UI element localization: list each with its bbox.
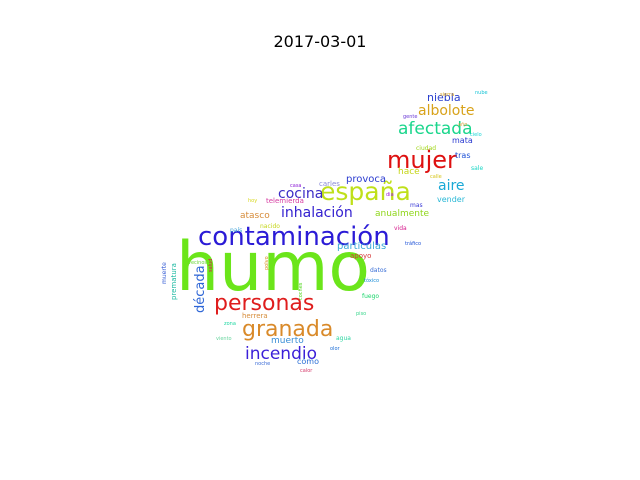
word-54: tráfico — [405, 240, 421, 247]
word-25: apoyo — [350, 252, 371, 260]
word-31: herrera — [242, 312, 268, 320]
word-34: mas — [410, 202, 423, 209]
word-26: datos — [370, 267, 387, 274]
word-7: afectada — [398, 119, 473, 139]
word-20: tras — [455, 151, 471, 160]
word-1: humo — [176, 228, 370, 307]
word-49: vecinos — [188, 260, 207, 266]
word-59: olor — [330, 346, 341, 352]
word-27: prematura — [170, 263, 178, 300]
word-19: hace — [398, 167, 420, 177]
word-2: contaminación — [198, 222, 390, 252]
word-37: país — [230, 227, 242, 234]
word-55: sierra — [440, 92, 454, 98]
word-21: vender — [437, 195, 466, 204]
word-32: nacido — [260, 223, 280, 230]
word-46: zona — [224, 321, 236, 327]
word-44: nube — [475, 90, 488, 96]
word-17: anualmente — [375, 209, 429, 219]
word-28: muerte — [161, 262, 168, 284]
word-13: década — [193, 265, 208, 313]
word-35: sale — [471, 165, 483, 172]
word-52: salud — [208, 259, 214, 272]
word-8: incendio — [245, 344, 317, 364]
word-42: año — [458, 122, 467, 128]
word-36: vida — [394, 225, 407, 232]
word-38: ciudad — [416, 145, 436, 152]
word-15: partículas — [337, 240, 386, 252]
word-39: calle — [430, 174, 442, 180]
word-50: polvo — [264, 256, 270, 270]
word-11: niebla — [427, 91, 461, 104]
word-57: dia — [386, 192, 394, 198]
word-41: piso — [356, 311, 366, 317]
word-60: viento — [216, 336, 232, 342]
chart-title: 2017-03-01 — [273, 32, 367, 51]
word-51: tóxico — [364, 277, 379, 284]
word-47: calor — [300, 368, 313, 374]
word-29: telemierda — [266, 197, 304, 205]
word-6: granada — [242, 317, 333, 342]
word-45: casa — [290, 183, 301, 189]
word-18: atasco — [240, 211, 270, 221]
word-56: cielo — [470, 132, 482, 138]
word-33: agua — [336, 335, 351, 342]
word-10: albolote — [418, 103, 474, 119]
word-4: mujer — [387, 146, 457, 174]
word-53: coches — [298, 282, 304, 300]
word-22: mata — [452, 136, 473, 145]
word-43: gente — [403, 114, 417, 120]
word-3: españa — [320, 177, 411, 206]
word-30: carles — [319, 180, 340, 188]
word-24: cómo — [297, 356, 319, 366]
word-23: muerto — [271, 336, 304, 346]
word-40: fuego — [362, 293, 379, 300]
word-12: cocina — [278, 186, 323, 202]
word-14: aire — [438, 178, 465, 194]
word-9: inhalación — [281, 205, 353, 221]
word-16: provoca — [346, 174, 386, 185]
word-58: hoy — [248, 198, 257, 204]
word-5: personas — [214, 291, 314, 316]
word-48: noche — [255, 361, 270, 367]
